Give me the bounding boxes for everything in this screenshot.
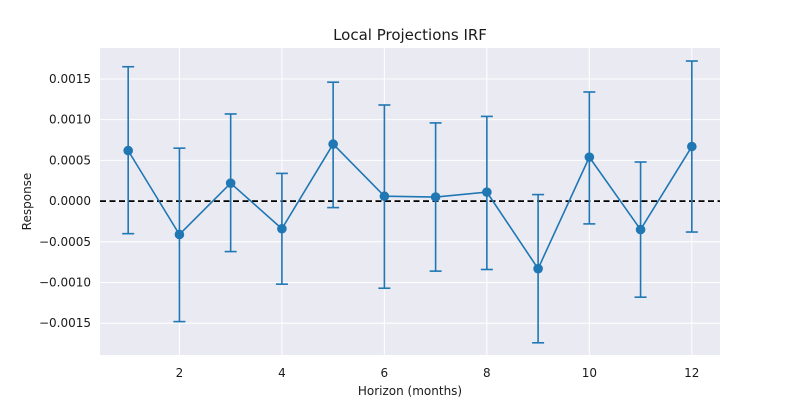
y-tick-label: 0.0010 bbox=[49, 113, 91, 127]
x-tick-label: 2 bbox=[176, 366, 184, 380]
x-tick-label: 6 bbox=[381, 366, 389, 380]
tick-labels: 2 4 6 8 10 12 −0.0015 −0.0010 −0.0005 0.0000 0.000… bbox=[39, 72, 700, 380]
data-point bbox=[482, 187, 492, 197]
data-point bbox=[123, 145, 133, 156]
chart-title: Local Projections IRF bbox=[333, 26, 487, 44]
data-point bbox=[277, 223, 287, 234]
y-tick-label: 0.0015 bbox=[49, 72, 91, 86]
data-point bbox=[584, 152, 595, 162]
x-tick-label: 4 bbox=[278, 366, 286, 380]
data-point bbox=[533, 263, 543, 274]
series-layer bbox=[122, 60, 698, 344]
data-point bbox=[430, 192, 441, 202]
data-point bbox=[635, 224, 646, 235]
series-line bbox=[127, 142, 693, 271]
y-tick-label: 0.0005 bbox=[49, 153, 91, 167]
y-tick-label: 0.0000 bbox=[49, 194, 91, 208]
data-point bbox=[379, 191, 390, 202]
y-tick-label: −0.0005 bbox=[39, 235, 91, 249]
x-axis-label: Horizon (months) bbox=[358, 384, 462, 398]
y-axis-label: Response bbox=[20, 173, 34, 231]
data-point bbox=[225, 178, 236, 188]
data-point bbox=[328, 139, 338, 149]
y-tick-label: −0.0015 bbox=[39, 316, 91, 330]
data-point bbox=[687, 141, 697, 152]
y-tick-label: −0.0010 bbox=[39, 276, 91, 290]
x-tick-label: 12 bbox=[684, 366, 699, 380]
x-tick-label: 10 bbox=[582, 366, 597, 380]
x-tick-label: 8 bbox=[483, 366, 491, 380]
data-point bbox=[174, 229, 185, 240]
